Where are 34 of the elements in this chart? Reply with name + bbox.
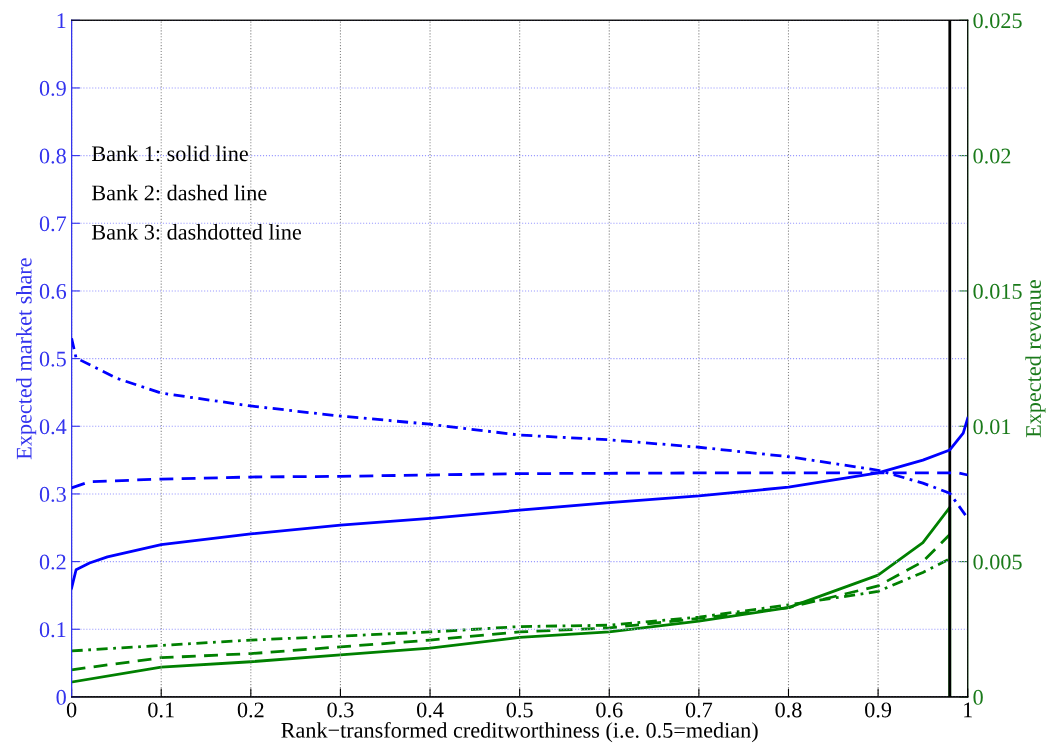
y-tick-label: 0.4	[39, 419, 67, 435]
y-tick-label: 0.5	[39, 351, 66, 367]
x-tick-label: 0.5	[506, 702, 533, 718]
y-tick-label: 0.7	[39, 216, 67, 232]
x-tick-label: 0.7	[685, 702, 713, 718]
y2-tick-label: 0.025	[973, 13, 1022, 29]
x-tick-label: 0.6	[596, 702, 623, 718]
y2-tick-label: 0.015	[973, 283, 1022, 299]
y-tick-label: 1	[57, 13, 66, 28]
y-tick-label: 0.3	[39, 486, 66, 502]
x-tick-label: 0	[66, 702, 77, 718]
x-tick-label: 0.1	[148, 702, 174, 718]
annotation: Bank 2: dashed line	[91, 184, 267, 201]
y-axis-title: Expected market share	[16, 258, 37, 460]
y2-tick-label: 0.01	[973, 419, 1011, 435]
x-tick-label: 0.4	[417, 702, 444, 718]
y-tick-label: 0.9	[39, 80, 66, 96]
x-tick-label: 0.2	[237, 702, 264, 718]
x-axis-title: Rank−transformed creditworthiness (i.e. 0.5=median)	[281, 721, 758, 743]
y2-tick-label: 0.02	[973, 148, 1011, 164]
y2-tick-label: 0.005	[973, 554, 1022, 570]
annotation: Bank 1: solid line	[91, 145, 248, 162]
y-tick-label: 0.8	[39, 148, 66, 164]
y-tick-label: 0	[56, 689, 66, 705]
x-tick-label: 0.9	[865, 702, 892, 718]
y-tick-label: 0.1	[39, 622, 66, 638]
x-tick-label: 0.8	[775, 702, 802, 718]
x-tick-label: 1	[964, 702, 972, 718]
y2-axis-title: Expected revenue	[1025, 280, 1046, 438]
annotation: Bank 3: dashdotted line	[91, 224, 302, 240]
y-tick-label: 0.6	[39, 283, 67, 299]
y-tick-label: 0.2	[39, 554, 66, 570]
x-tick-label: 0.3	[327, 702, 354, 718]
y2-tick-label: 0	[973, 689, 983, 705]
